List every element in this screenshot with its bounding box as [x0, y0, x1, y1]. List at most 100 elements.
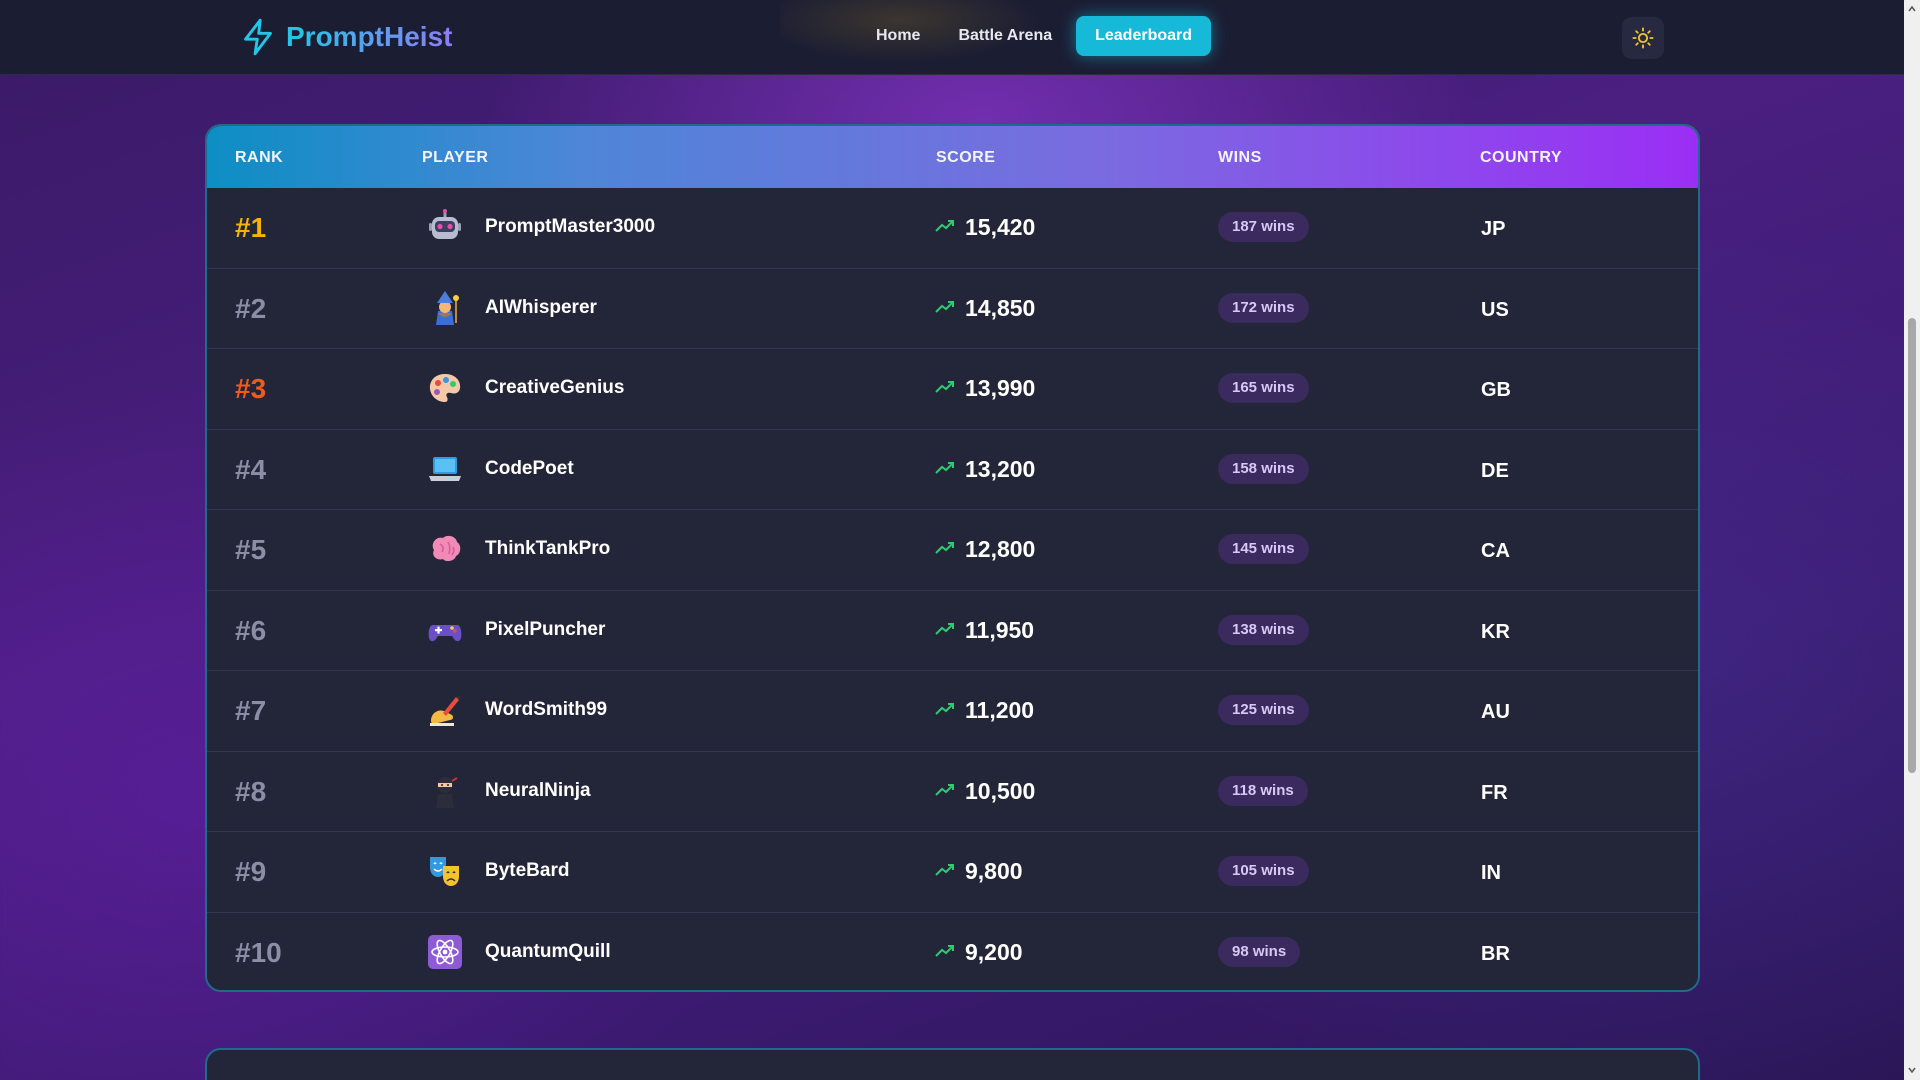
- column-player: PLAYER: [422, 149, 489, 166]
- player-score: 11,200: [965, 697, 1035, 723]
- country-code: AU: [1481, 701, 1510, 723]
- trending-up-icon: [935, 944, 954, 957]
- rank-label: #1: [235, 212, 267, 243]
- leaderboard-table: RANK PLAYER SCORE WINS COUNTRY #1 PromptM…: [205, 124, 1700, 992]
- player-name[interactable]: ThinkTankPro: [485, 538, 611, 559]
- brand-logo[interactable]: PromptHeist: [240, 18, 452, 56]
- wins-badge: 98 wins: [1218, 936, 1301, 967]
- theme-toggle-button[interactable]: [1622, 17, 1664, 59]
- country-code: GB: [1481, 379, 1511, 401]
- robot-icon: [429, 209, 461, 239]
- player-name[interactable]: AIWhisperer: [485, 296, 597, 318]
- country-code: CA: [1481, 540, 1510, 562]
- writing-hand-icon: [430, 696, 461, 726]
- table-row[interactable]: #3 CreativeGenius 13,990 165 wins GB: [207, 349, 1698, 430]
- country-code: JP: [1481, 218, 1506, 240]
- wins-badge: 105 wins: [1218, 856, 1309, 886]
- country-code: DE: [1481, 459, 1509, 482]
- column-wins: WINS: [1218, 149, 1262, 166]
- rank-label: #8: [235, 775, 267, 807]
- player-score: 15,420: [965, 214, 1036, 240]
- player-score: 9,200: [965, 938, 1023, 965]
- trending-up-icon: [935, 864, 954, 876]
- table-row[interactable]: #10 QuantumQuill 9,200 98 wins BR: [207, 913, 1698, 991]
- wins-badge: 145 wins: [1218, 534, 1309, 564]
- mage-icon: [436, 290, 459, 325]
- brand-name: PromptHeist: [286, 21, 453, 52]
- player-score: 9,800: [965, 858, 1023, 884]
- table-row[interactable]: #5 ThinkTankPro 12,800 145 wins CA: [207, 510, 1698, 591]
- trending-up-icon: [935, 703, 954, 715]
- trending-up-icon: [935, 220, 954, 232]
- trending-up-icon: [935, 461, 954, 474]
- table-row[interactable]: #4 CodePoet 13,200 158 wins DE: [207, 430, 1698, 510]
- trending-up-icon: [935, 300, 954, 313]
- table-row[interactable]: #8 NeuralNinja 10,500 118 wins FR: [207, 752, 1698, 832]
- player-name[interactable]: PixelPuncher: [485, 618, 606, 640]
- trending-up-icon: [935, 783, 954, 796]
- rank-label: #9: [235, 856, 267, 887]
- atom-icon: [428, 934, 462, 969]
- secondary-card: [205, 1048, 1700, 1080]
- table-row[interactable]: #1 PromptMaster3000 15,420 187 wins JP: [207, 188, 1698, 269]
- nav-home[interactable]: Home: [876, 27, 921, 44]
- trending-up-icon: [935, 542, 954, 554]
- player-name[interactable]: PromptMaster3000: [485, 216, 656, 237]
- wins-badge: 158 wins: [1218, 453, 1309, 484]
- sun-icon: [1632, 27, 1654, 49]
- scroll-down-icon[interactable]: [1906, 1064, 1918, 1076]
- theater-masks-icon: [430, 857, 459, 886]
- nav-battle-arena[interactable]: Battle Arena: [958, 27, 1053, 44]
- player-score: 12,800: [965, 536, 1036, 562]
- top-navbar: PromptHeist Home Battle Arena Leaderboar…: [0, 0, 1904, 75]
- trending-up-icon: [935, 622, 954, 635]
- palette-icon: [429, 374, 461, 402]
- wins-badge: 125 wins: [1218, 695, 1309, 725]
- player-name[interactable]: CreativeGenius: [485, 377, 625, 398]
- laptop-icon: [429, 456, 461, 481]
- player-score: 13,200: [965, 455, 1036, 482]
- player-name[interactable]: WordSmith99: [485, 699, 608, 720]
- rank-label: #4: [235, 453, 267, 485]
- wins-badge: 138 wins: [1218, 614, 1309, 645]
- rank-label: #3: [235, 373, 267, 404]
- rank-label: #6: [235, 614, 267, 646]
- table-row[interactable]: #2 AIWhisperer 14,850 172 wins US: [207, 269, 1698, 349]
- country-code: IN: [1481, 862, 1501, 884]
- scroll-up-icon[interactable]: [1906, 3, 1918, 15]
- trending-up-icon: [935, 381, 954, 393]
- gamepad-icon: [428, 624, 462, 641]
- lightning-icon: [244, 18, 272, 56]
- brain-icon: [432, 535, 461, 562]
- scrollbar-thumb[interactable]: [1908, 318, 1916, 773]
- country-code: BR: [1481, 942, 1510, 965]
- ninja-icon: [436, 776, 458, 808]
- wins-badge: 187 wins: [1218, 212, 1309, 242]
- country-code: FR: [1481, 781, 1508, 804]
- player-score: 11,950: [965, 616, 1035, 643]
- table-header: RANK PLAYER SCORE WINS COUNTRY: [207, 126, 1698, 188]
- rank-label: #10: [235, 936, 282, 968]
- player-score: 14,850: [965, 294, 1036, 321]
- player-name[interactable]: NeuralNinja: [485, 779, 591, 801]
- country-code: US: [1481, 298, 1509, 321]
- table-row[interactable]: #9 ByteBard 9,800 105 wins IN: [207, 832, 1698, 913]
- column-country: COUNTRY: [1480, 149, 1563, 166]
- player-name[interactable]: CodePoet: [485, 457, 574, 479]
- table-row[interactable]: #7 WordSmith99 11,200 125 wins AU: [207, 671, 1698, 752]
- player-name[interactable]: ByteBard: [485, 860, 570, 881]
- nav-leaderboard[interactable]: Leaderboard: [1076, 16, 1212, 56]
- wins-badge: 165 wins: [1218, 373, 1309, 403]
- column-score: SCORE: [936, 149, 996, 166]
- wins-badge: 172 wins: [1218, 292, 1309, 323]
- table-row[interactable]: #6 PixelPuncher 11,950 138 wins KR: [207, 591, 1698, 671]
- rank-label: #2: [235, 292, 267, 324]
- wins-badge: 118 wins: [1218, 775, 1308, 806]
- main-nav: Home Battle Arena Leaderboard: [862, 16, 1212, 56]
- rank-label: #7: [235, 695, 267, 726]
- column-rank: RANK: [235, 149, 284, 166]
- player-score: 10,500: [965, 777, 1036, 804]
- rank-label: #5: [235, 534, 267, 565]
- player-name[interactable]: QuantumQuill: [485, 940, 611, 962]
- player-score: 13,990: [965, 375, 1036, 401]
